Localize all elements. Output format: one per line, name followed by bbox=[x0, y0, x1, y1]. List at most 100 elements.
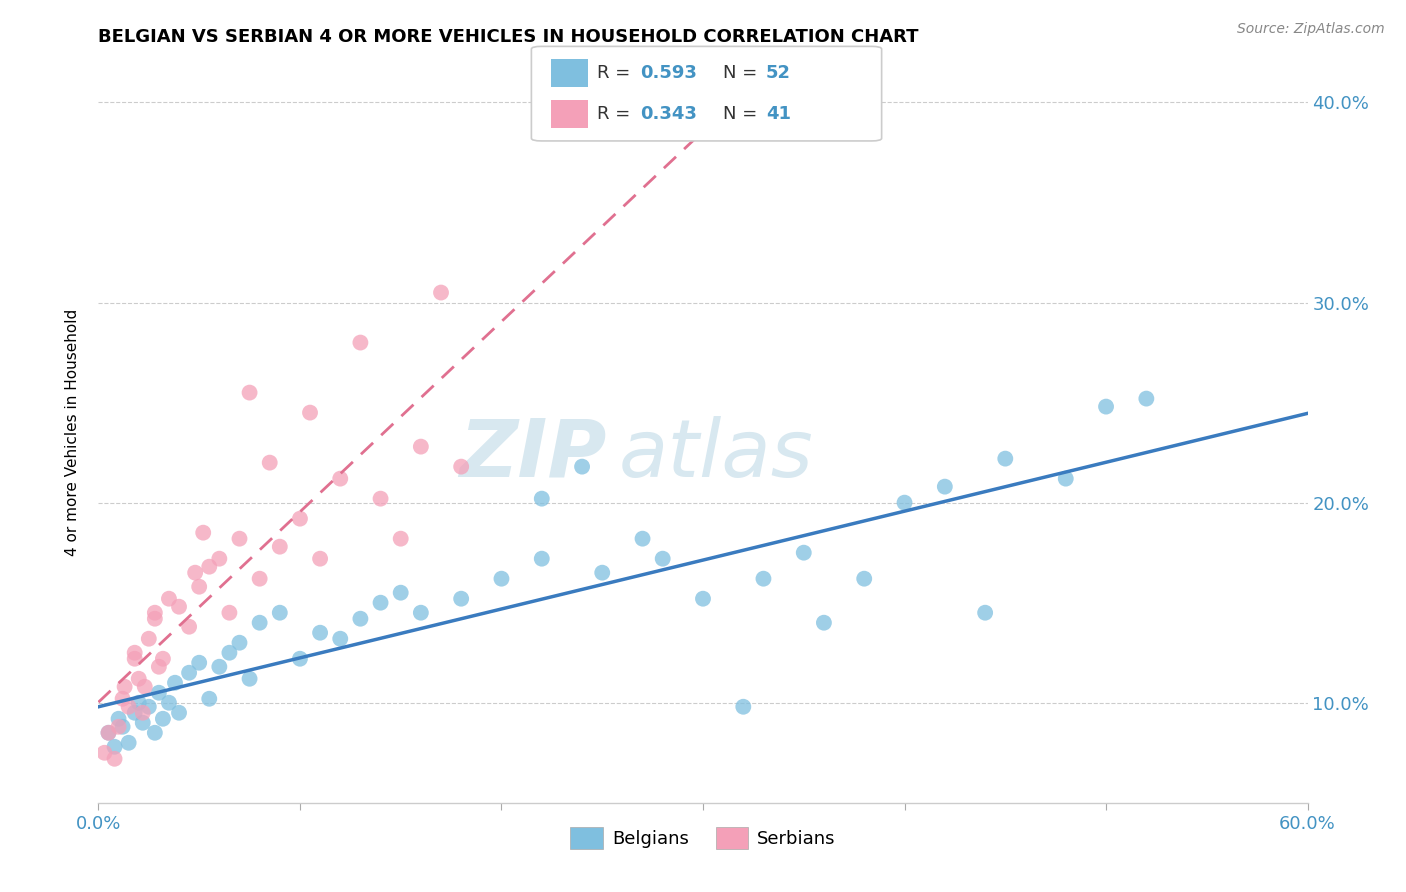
Point bbox=[239, 385, 262, 400]
Point bbox=[188, 580, 211, 594]
Point bbox=[198, 559, 221, 574]
Point bbox=[893, 496, 915, 510]
Point bbox=[409, 606, 432, 620]
Point bbox=[124, 706, 146, 720]
Point bbox=[107, 712, 129, 726]
Point bbox=[651, 551, 673, 566]
Legend: Belgians, Serbians: Belgians, Serbians bbox=[562, 821, 844, 856]
Point bbox=[249, 572, 271, 586]
Text: N =: N = bbox=[723, 105, 763, 123]
Text: atlas: atlas bbox=[619, 416, 813, 494]
Point bbox=[128, 696, 150, 710]
Point bbox=[733, 699, 755, 714]
Point bbox=[143, 725, 166, 739]
Point bbox=[124, 651, 146, 665]
Point bbox=[118, 699, 141, 714]
Point bbox=[208, 551, 231, 566]
Point bbox=[198, 691, 221, 706]
Text: 52: 52 bbox=[766, 64, 792, 82]
Point bbox=[450, 459, 472, 474]
Point bbox=[259, 456, 281, 470]
Point bbox=[134, 680, 156, 694]
Point bbox=[269, 606, 291, 620]
Point bbox=[179, 665, 201, 680]
Point bbox=[409, 440, 432, 454]
Point bbox=[430, 285, 453, 300]
Text: ZIP: ZIP bbox=[458, 416, 606, 494]
Point bbox=[631, 532, 654, 546]
Point bbox=[853, 572, 876, 586]
Point bbox=[143, 606, 166, 620]
Point bbox=[138, 632, 160, 646]
Point bbox=[103, 739, 125, 754]
Point bbox=[491, 572, 513, 586]
Bar bbox=[551, 59, 588, 87]
Point bbox=[934, 480, 956, 494]
Point bbox=[1135, 392, 1157, 406]
Point bbox=[163, 675, 186, 690]
Y-axis label: 4 or more Vehicles in Household: 4 or more Vehicles in Household bbox=[65, 309, 80, 557]
Point bbox=[974, 606, 997, 620]
Point bbox=[157, 696, 180, 710]
Point bbox=[309, 551, 332, 566]
Text: R =: R = bbox=[598, 64, 637, 82]
Point bbox=[103, 752, 125, 766]
Point bbox=[591, 566, 613, 580]
Point bbox=[309, 625, 332, 640]
Point bbox=[124, 646, 146, 660]
Point bbox=[228, 532, 250, 546]
Point bbox=[349, 612, 371, 626]
Point bbox=[184, 566, 207, 580]
Text: BELGIAN VS SERBIAN 4 OR MORE VEHICLES IN HOUSEHOLD CORRELATION CHART: BELGIAN VS SERBIAN 4 OR MORE VEHICLES IN… bbox=[98, 28, 920, 45]
Point bbox=[218, 606, 240, 620]
Point bbox=[370, 491, 392, 506]
Point bbox=[530, 551, 553, 566]
Point bbox=[167, 706, 190, 720]
Point bbox=[249, 615, 271, 630]
Point bbox=[389, 532, 412, 546]
Point bbox=[269, 540, 291, 554]
Point bbox=[239, 672, 262, 686]
Point bbox=[188, 656, 211, 670]
Point bbox=[571, 459, 593, 474]
Point bbox=[1095, 400, 1118, 414]
Point bbox=[193, 525, 215, 540]
Point bbox=[148, 659, 170, 673]
Bar bbox=[551, 100, 588, 128]
Point bbox=[107, 720, 129, 734]
Point bbox=[288, 511, 311, 525]
Point bbox=[450, 591, 472, 606]
Point bbox=[179, 620, 201, 634]
Point bbox=[111, 691, 134, 706]
Point bbox=[97, 725, 120, 739]
Point bbox=[118, 736, 141, 750]
Point bbox=[793, 546, 815, 560]
Point bbox=[152, 712, 174, 726]
Point bbox=[752, 572, 775, 586]
FancyBboxPatch shape bbox=[531, 46, 882, 141]
Point bbox=[228, 636, 250, 650]
Point bbox=[114, 680, 136, 694]
Point bbox=[994, 451, 1017, 466]
Point bbox=[97, 725, 120, 739]
Text: 0.593: 0.593 bbox=[641, 64, 697, 82]
Point bbox=[813, 615, 835, 630]
Point bbox=[132, 706, 155, 720]
Text: 41: 41 bbox=[766, 105, 792, 123]
Text: N =: N = bbox=[723, 64, 763, 82]
Point bbox=[93, 746, 115, 760]
Point bbox=[152, 651, 174, 665]
Point bbox=[157, 591, 180, 606]
Point bbox=[1054, 472, 1077, 486]
Point bbox=[143, 612, 166, 626]
Text: R =: R = bbox=[598, 105, 637, 123]
Point bbox=[389, 585, 412, 599]
Point bbox=[111, 720, 134, 734]
Point bbox=[218, 646, 240, 660]
Point bbox=[132, 715, 155, 730]
Point bbox=[530, 491, 553, 506]
Point bbox=[329, 632, 352, 646]
Text: Source: ZipAtlas.com: Source: ZipAtlas.com bbox=[1237, 22, 1385, 37]
Point bbox=[167, 599, 190, 614]
Point bbox=[288, 651, 311, 665]
